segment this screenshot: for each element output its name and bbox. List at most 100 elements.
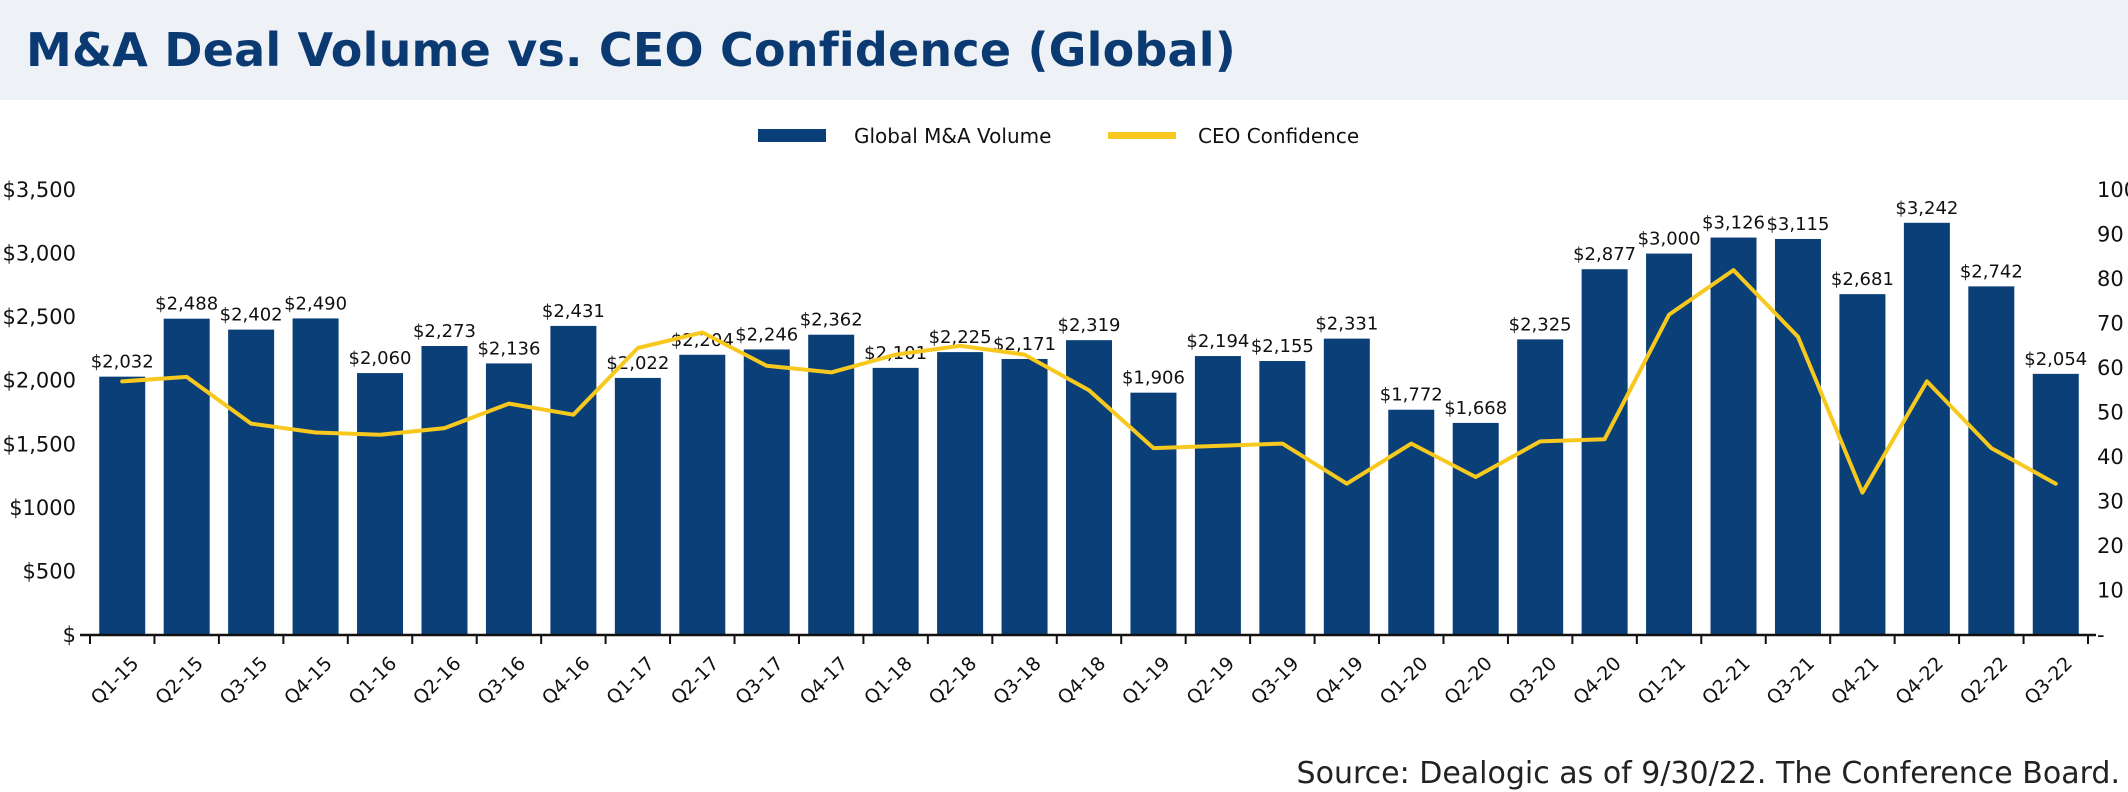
bar xyxy=(292,318,339,635)
y-left-tick-label: $1000 xyxy=(9,496,76,520)
bar-data-label: $2,331 xyxy=(1315,314,1378,335)
bar-data-label: $2,490 xyxy=(284,293,347,314)
x-tick-label: Q4-15 xyxy=(280,653,337,710)
combo-chart: Global M&A Volume CEO Confidence $2,032 $2… xyxy=(3,124,2128,710)
bar-data-label: $2,319 xyxy=(1058,315,1121,336)
bar-data-label: $2,022 xyxy=(606,353,669,374)
bar xyxy=(1646,253,1693,636)
x-tick-label: Q4-17 xyxy=(796,653,853,710)
bar xyxy=(163,318,210,635)
x-tick-label: Q1-17 xyxy=(602,653,659,710)
chart-title: M&A Deal Volume vs. CEO Confidence (Glob… xyxy=(26,23,1236,77)
y-left-tick-label: $1,500 xyxy=(3,432,76,456)
bar-data-label: $2,225 xyxy=(929,327,992,348)
x-tick-label: Q2-21 xyxy=(1698,653,1755,710)
x-tick-label: Q1-21 xyxy=(1634,653,1691,710)
x-tick-label: Q4-19 xyxy=(1311,653,1368,710)
x-tick-label: Q3-20 xyxy=(1505,653,1562,710)
x-tick-label: Q1-15 xyxy=(87,653,144,710)
bar-data-label: $3,242 xyxy=(1895,198,1958,219)
bar-data-label: $2,877 xyxy=(1573,244,1636,265)
x-tick-label: Q4-22 xyxy=(1891,653,1948,710)
bar-data-label: $2,194 xyxy=(1186,331,1249,352)
x-tick-label: Q3-18 xyxy=(989,653,1046,710)
bar xyxy=(357,373,404,635)
legend-swatch-bar xyxy=(758,129,826,142)
y-right-tick-label: 20 xyxy=(2097,534,2124,558)
bar-data-label: $2,362 xyxy=(800,310,863,331)
y-right-tick-label: 80 xyxy=(2097,267,2124,291)
bar-series xyxy=(99,222,2079,636)
bar-data-label: $2,431 xyxy=(542,301,605,322)
x-tick-label: Q4-20 xyxy=(1569,653,1626,710)
bar-data-label: $2,054 xyxy=(2024,349,2087,370)
y-right-tick-label: 90 xyxy=(2097,223,2124,247)
x-tick-label: Q4-18 xyxy=(1054,653,1111,710)
x-tick-label: Q3-16 xyxy=(473,653,530,710)
y-right-tick-label: 70 xyxy=(2097,312,2124,336)
bar-data-label: $1,906 xyxy=(1122,368,1185,389)
x-tick-label: Q2-18 xyxy=(925,653,982,710)
bar-data-label: $2,155 xyxy=(1251,336,1314,357)
bar xyxy=(1710,237,1757,635)
y-left-tick-label: $2,000 xyxy=(3,369,76,393)
x-tick-label: Q3-19 xyxy=(1247,653,1304,710)
x-tick-label: Q1-19 xyxy=(1118,653,1175,710)
x-tick-label: Q2-15 xyxy=(151,653,208,710)
bar-data-label: $3,000 xyxy=(1638,229,1701,250)
y-right-tick-label: 40 xyxy=(2097,445,2124,469)
bar-data-label: $2,060 xyxy=(349,348,412,369)
y-left-tick-label: $ xyxy=(63,623,76,647)
chart-legend: Global M&A Volume CEO Confidence xyxy=(758,124,1359,148)
bar xyxy=(808,334,855,635)
x-tick-label: Q1-16 xyxy=(345,653,402,710)
bar-data-labels: $2,032$2,488$2,402$2,490$2,060$2,273$2,1… xyxy=(91,198,2088,419)
bar xyxy=(1968,286,2015,635)
bar xyxy=(99,376,146,635)
x-tick-label: Q2-22 xyxy=(1956,653,2013,710)
bar xyxy=(1194,356,1241,635)
bar xyxy=(743,349,790,635)
source-note: Source: Dealogic as of 9/30/22. The Conf… xyxy=(1296,756,2120,791)
bar-data-label: $1,668 xyxy=(1444,398,1507,419)
x-tick-label: Q3-22 xyxy=(2020,653,2077,710)
bar-data-label: $3,126 xyxy=(1702,213,1765,234)
y-left-tick-label: $2,500 xyxy=(3,305,76,329)
y-right-tick-label: 50 xyxy=(2097,401,2124,425)
bar xyxy=(614,377,661,635)
bar xyxy=(1581,269,1628,635)
bar xyxy=(679,354,726,635)
title-band xyxy=(0,0,2128,100)
bar xyxy=(1388,409,1435,635)
bar-data-label: $3,115 xyxy=(1766,214,1829,235)
legend-label-volume: Global M&A Volume xyxy=(854,124,1051,148)
bar xyxy=(1452,422,1499,635)
x-tick-label: Q4-21 xyxy=(1827,653,1884,710)
y-right-tick-label: 100 xyxy=(2097,178,2128,202)
bar-data-label: $2,402 xyxy=(220,305,283,326)
x-tick-label: Q2-19 xyxy=(1182,653,1239,710)
bar xyxy=(1001,358,1048,635)
x-tick-label: Q3-15 xyxy=(216,653,273,710)
bar-data-label: $2,273 xyxy=(413,321,476,342)
x-tick-label: Q1-20 xyxy=(1376,653,1433,710)
x-tick-label: Q2-17 xyxy=(667,653,724,710)
x-tick-label: Q3-21 xyxy=(1762,653,1819,710)
x-tick-label: Q3-17 xyxy=(731,653,788,710)
y-left-tick-label: $3,500 xyxy=(3,178,76,202)
bar xyxy=(1903,222,1950,635)
legend-swatch-line xyxy=(1108,132,1176,139)
bar-data-label: $2,325 xyxy=(1509,314,1572,335)
bar-data-label: $2,171 xyxy=(993,334,1056,355)
y-right-tick-label: 60 xyxy=(2097,356,2124,380)
x-tick-label: Q4-16 xyxy=(538,653,595,710)
bar-data-label: $2,246 xyxy=(735,324,798,345)
x-tick-label: Q2-16 xyxy=(409,653,466,710)
bar xyxy=(550,325,597,635)
y-left-tick-label: $3,000 xyxy=(3,242,76,266)
bar xyxy=(1774,238,1821,635)
legend-label-confidence: CEO Confidence xyxy=(1198,124,1359,148)
bar-data-label: $2,032 xyxy=(91,352,154,373)
bar xyxy=(1517,339,1564,635)
bar xyxy=(1130,392,1177,635)
